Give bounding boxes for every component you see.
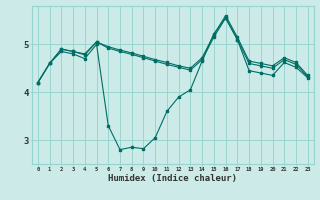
X-axis label: Humidex (Indice chaleur): Humidex (Indice chaleur) bbox=[108, 174, 237, 183]
